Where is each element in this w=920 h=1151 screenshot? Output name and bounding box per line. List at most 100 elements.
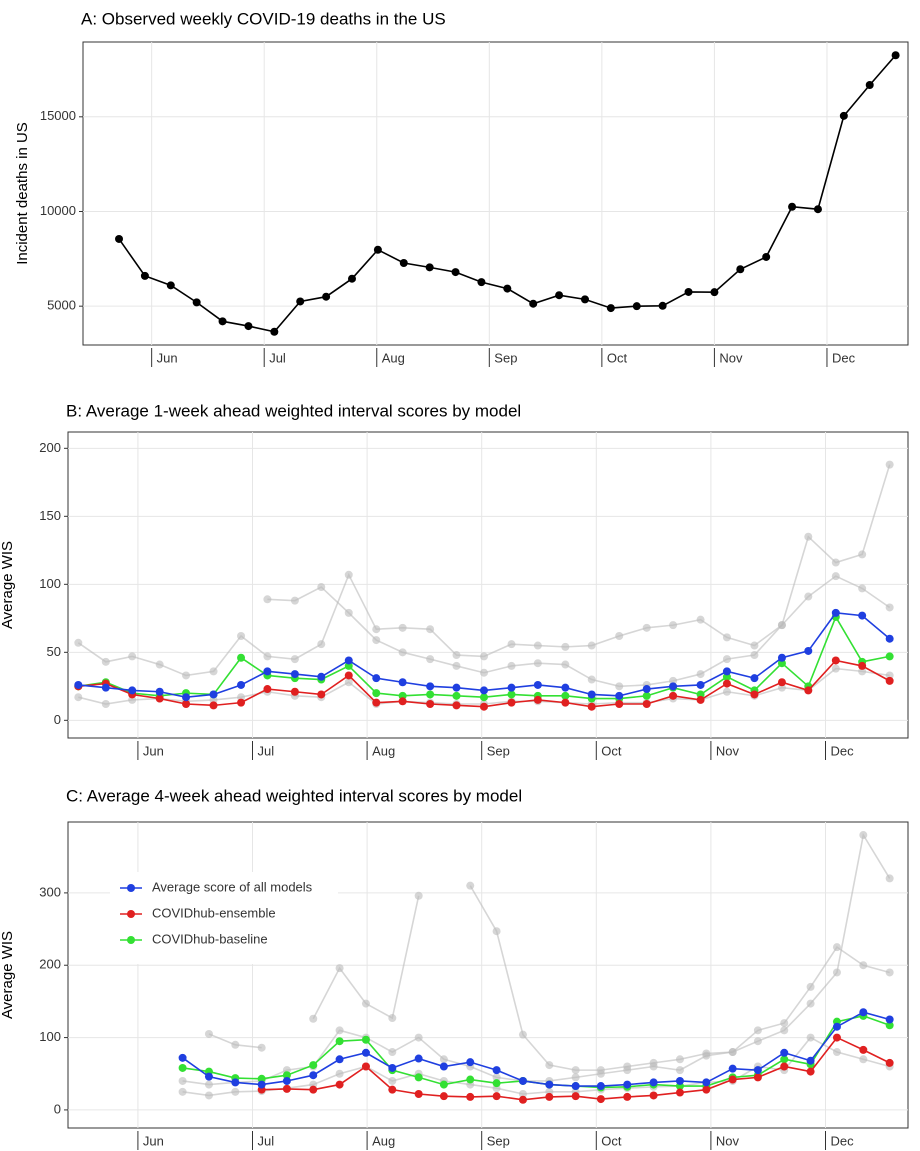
data-point — [780, 1019, 789, 1028]
data-point — [858, 661, 867, 670]
data-point — [479, 686, 488, 695]
data-point — [335, 1026, 344, 1035]
data-point — [777, 653, 786, 662]
data-point — [466, 1092, 475, 1101]
data-point — [479, 693, 488, 702]
plot-area — [82, 41, 909, 346]
data-point — [257, 1080, 266, 1089]
y-tick-label: 50 — [47, 644, 61, 659]
data-point — [780, 1062, 789, 1071]
data-point — [452, 661, 461, 670]
data-point — [780, 1048, 789, 1057]
data-point — [178, 1076, 187, 1085]
data-point — [615, 682, 624, 691]
data-point — [101, 657, 110, 666]
y-tick-label: 100 — [39, 1029, 61, 1044]
y-tick-label: 150 — [39, 508, 61, 523]
x-tick-label: Dec — [830, 743, 854, 758]
y-tick-label: 10000 — [40, 203, 76, 218]
data-point — [518, 1030, 527, 1039]
data-point — [317, 583, 326, 592]
data-point — [561, 660, 570, 669]
x-tick-label: Jul — [269, 350, 286, 365]
data-point — [642, 700, 651, 708]
data-point — [204, 1072, 213, 1081]
data-point — [128, 652, 137, 661]
data-point — [885, 1058, 894, 1067]
data-point — [806, 1033, 815, 1042]
data-point — [587, 641, 596, 650]
data-point — [155, 660, 164, 669]
data-point — [414, 1054, 423, 1063]
data-point — [290, 687, 299, 696]
data-point — [344, 570, 353, 579]
data-point — [891, 51, 900, 60]
x-tick-label: Oct — [601, 743, 622, 758]
x-tick-label: Sep — [487, 1133, 510, 1148]
data-point — [533, 680, 542, 689]
data-point — [728, 1075, 737, 1084]
data-point — [166, 281, 175, 290]
data-point — [806, 999, 815, 1008]
data-point — [545, 1092, 554, 1101]
x-tick-label: Nov — [716, 743, 740, 758]
data-point — [335, 1080, 344, 1089]
x-tick-label: Jun — [157, 350, 178, 365]
y-axis-title: Average WIS — [0, 931, 16, 1019]
data-point — [632, 302, 641, 311]
data-point — [859, 961, 868, 970]
data-point — [885, 634, 894, 643]
data-point — [865, 80, 874, 89]
data-point — [309, 1085, 318, 1094]
data-point — [477, 278, 486, 287]
data-point — [696, 615, 705, 624]
data-point — [885, 676, 894, 685]
data-point — [777, 678, 786, 687]
data-point — [290, 655, 299, 664]
data-point — [832, 1048, 841, 1057]
data-point — [426, 690, 435, 699]
data-point — [555, 291, 564, 300]
data-point — [545, 1080, 554, 1089]
data-point — [439, 1055, 448, 1064]
data-point — [209, 690, 218, 699]
data-point — [237, 698, 246, 707]
x-tick-label: Dec — [832, 350, 856, 365]
data-point — [414, 1090, 423, 1098]
data-point — [182, 671, 191, 680]
data-point — [649, 1091, 658, 1100]
data-point — [832, 1033, 841, 1042]
data-point — [596, 1069, 605, 1078]
data-point — [263, 595, 272, 604]
data-point — [361, 1048, 370, 1057]
data-point — [596, 1095, 605, 1104]
data-point — [858, 584, 867, 593]
data-point — [74, 638, 83, 647]
data-point — [178, 1087, 187, 1096]
data-point — [831, 608, 840, 617]
data-point — [426, 655, 435, 664]
data-point — [702, 1085, 711, 1094]
data-point — [675, 1055, 684, 1064]
data-point — [317, 690, 326, 699]
data-point — [736, 265, 745, 274]
data-point — [806, 1056, 815, 1065]
data-point — [398, 697, 407, 706]
data-point — [669, 691, 678, 700]
data-point — [372, 625, 381, 634]
data-point — [518, 1090, 527, 1098]
data-point — [753, 1026, 762, 1035]
data-point — [244, 322, 253, 331]
data-point — [831, 656, 840, 665]
x-tick-label: Jun — [143, 743, 164, 758]
y-tick-label: 200 — [39, 440, 61, 455]
data-point — [615, 632, 624, 640]
y-axis-title: Incident deaths in US — [14, 122, 31, 265]
legend-box — [110, 872, 338, 964]
data-point — [804, 592, 813, 601]
data-point — [561, 683, 570, 692]
data-point — [361, 1062, 370, 1071]
data-point — [309, 1071, 318, 1080]
data-point — [372, 674, 381, 683]
